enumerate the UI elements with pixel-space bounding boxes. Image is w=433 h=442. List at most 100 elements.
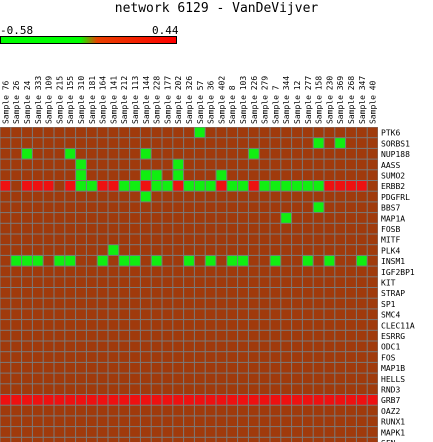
column-label: Sample 155 bbox=[66, 76, 75, 124]
heatmap-cell bbox=[162, 288, 173, 298]
heatmap-cell bbox=[86, 384, 97, 394]
heatmap-cell bbox=[248, 266, 259, 277]
heatmap-cell bbox=[302, 309, 313, 320]
heatmap-cell bbox=[173, 181, 184, 191]
heatmap-cell bbox=[151, 127, 162, 138]
heatmap-cell bbox=[184, 320, 194, 330]
heatmap-cell bbox=[151, 234, 162, 245]
heatmap-cell bbox=[335, 202, 346, 213]
heatmap-cell bbox=[238, 181, 248, 191]
heatmap-cell bbox=[151, 427, 162, 437]
heatmap-cell bbox=[335, 170, 346, 180]
column-label: Sample 326 bbox=[185, 76, 194, 124]
heatmap-cell bbox=[302, 362, 313, 373]
heatmap-cell bbox=[119, 320, 130, 330]
heatmap-cell bbox=[65, 288, 76, 298]
heatmap-cell bbox=[205, 352, 216, 362]
heatmap-cell bbox=[86, 309, 97, 320]
heatmap-cell bbox=[205, 373, 216, 384]
heatmap-cell bbox=[302, 148, 313, 159]
heatmap-cell bbox=[205, 234, 216, 245]
heatmap-cell bbox=[43, 330, 54, 341]
heatmap-cell bbox=[227, 202, 238, 213]
heatmap-cell bbox=[227, 170, 238, 180]
heatmap-cell bbox=[259, 277, 270, 287]
heatmap-cell bbox=[270, 223, 281, 234]
heatmap-cell bbox=[32, 309, 43, 320]
heatmap-cell bbox=[11, 320, 22, 330]
heatmap-cell bbox=[54, 352, 65, 362]
heatmap-cell bbox=[248, 330, 259, 341]
column-label: Sample 40 bbox=[369, 80, 378, 124]
heatmap-cell bbox=[259, 213, 270, 223]
heatmap-cell bbox=[97, 245, 108, 255]
heatmap-cell bbox=[248, 138, 259, 148]
heatmap-cell bbox=[0, 416, 11, 427]
heatmap-cell bbox=[11, 138, 22, 148]
heatmap-cell bbox=[0, 395, 11, 405]
heatmap-cell bbox=[86, 416, 97, 427]
heatmap-cell bbox=[227, 384, 238, 394]
heatmap-cell bbox=[205, 288, 216, 298]
heatmap-cell bbox=[324, 427, 335, 437]
heatmap-cell bbox=[32, 405, 43, 416]
heatmap-cell bbox=[227, 362, 238, 373]
heatmap-cell bbox=[281, 266, 292, 277]
heatmap-cell bbox=[302, 416, 313, 427]
heatmap-cell bbox=[270, 127, 281, 138]
heatmap-cell bbox=[151, 138, 162, 148]
heatmap-cell bbox=[205, 416, 216, 427]
heatmap-cell bbox=[76, 191, 86, 202]
heatmap-cell bbox=[356, 266, 367, 277]
heatmap-cell bbox=[130, 405, 140, 416]
heatmap-cell bbox=[216, 191, 227, 202]
heatmap-cell bbox=[54, 405, 65, 416]
heatmap-cell bbox=[0, 277, 11, 287]
heatmap-cell bbox=[302, 255, 313, 266]
heatmap-cell bbox=[43, 320, 54, 330]
heatmap-cell bbox=[324, 320, 335, 330]
heatmap-cell bbox=[259, 223, 270, 234]
heatmap-cell bbox=[184, 266, 194, 277]
heatmap-cell bbox=[227, 352, 238, 362]
heatmap-cell bbox=[259, 437, 270, 442]
heatmap-cell bbox=[11, 437, 22, 442]
heatmap-cell bbox=[140, 277, 151, 287]
heatmap-cell bbox=[259, 395, 270, 405]
heatmap-cell bbox=[184, 181, 194, 191]
heatmap-cell bbox=[270, 202, 281, 213]
heatmap-cell bbox=[43, 405, 54, 416]
heatmap-cell bbox=[86, 277, 97, 287]
heatmap-cell bbox=[54, 427, 65, 437]
heatmap-cell bbox=[76, 427, 86, 437]
heatmap-cell bbox=[281, 437, 292, 442]
column-label: Sample 76 bbox=[1, 80, 10, 124]
heatmap-cell bbox=[227, 148, 238, 159]
heatmap-cell bbox=[367, 288, 378, 298]
heatmap-cell bbox=[140, 362, 151, 373]
heatmap-cell bbox=[324, 341, 335, 352]
heatmap-cell bbox=[173, 427, 184, 437]
heatmap-cell bbox=[184, 213, 194, 223]
heatmap-cell bbox=[22, 266, 32, 277]
heatmap-cell bbox=[162, 330, 173, 341]
heatmap-cell bbox=[151, 320, 162, 330]
heatmap-cell bbox=[65, 352, 76, 362]
heatmap-cell bbox=[216, 341, 227, 352]
heatmap-cell bbox=[86, 373, 97, 384]
heatmap-cell bbox=[54, 234, 65, 245]
heatmap-cell bbox=[184, 437, 194, 442]
row-label: FOSB bbox=[381, 225, 400, 234]
heatmap-cell bbox=[86, 288, 97, 298]
heatmap-cell bbox=[313, 416, 324, 427]
heatmap-cell bbox=[194, 223, 205, 234]
heatmap-cell bbox=[281, 288, 292, 298]
heatmap-cell bbox=[119, 234, 130, 245]
heatmap-cell bbox=[22, 223, 32, 234]
heatmap-cell bbox=[324, 288, 335, 298]
heatmap-cell bbox=[22, 234, 32, 245]
heatmap-cell bbox=[11, 362, 22, 373]
row-label: SFN bbox=[381, 439, 396, 442]
heatmap-cell bbox=[11, 148, 22, 159]
heatmap-cell bbox=[119, 341, 130, 352]
